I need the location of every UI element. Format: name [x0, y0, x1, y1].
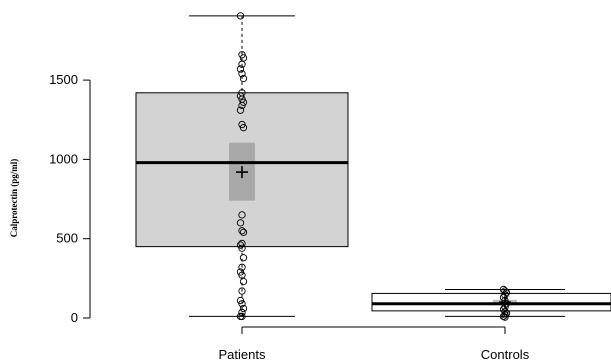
data-point [236, 312, 245, 321]
data-point [236, 65, 245, 73]
y-tick-label: 0 [71, 310, 78, 325]
data-point [238, 89, 246, 97]
data-point [238, 239, 246, 248]
data-point [238, 287, 246, 295]
data-point [238, 227, 246, 235]
data-point [238, 263, 246, 271]
x-tick-label: Patients [219, 347, 266, 362]
data-point [236, 241, 245, 249]
box-controls [371, 292, 611, 312]
data-point [239, 254, 248, 262]
data-point [239, 304, 248, 313]
y-tick-label: 500 [56, 231, 78, 246]
data-point [499, 285, 508, 294]
y-tick-label: 1500 [49, 72, 78, 87]
data-point [238, 308, 246, 317]
data-point [501, 287, 509, 295]
data-point [238, 70, 246, 78]
data-point [236, 268, 245, 276]
data-point [238, 51, 246, 59]
y-tick-label: 1000 [49, 151, 78, 166]
data-point [238, 120, 246, 129]
data-point [239, 277, 248, 286]
data-point [501, 313, 509, 321]
data-point [501, 311, 509, 319]
data-point [236, 106, 245, 114]
data-point [238, 211, 246, 219]
data-point [236, 219, 245, 227]
data-point [239, 74, 248, 83]
x-tick-label: Controls [481, 347, 530, 362]
data-point [236, 296, 245, 305]
data-point [236, 12, 245, 20]
y-axis-label: Calprotectin (pg/ml) [9, 159, 19, 238]
data-point [239, 228, 248, 237]
